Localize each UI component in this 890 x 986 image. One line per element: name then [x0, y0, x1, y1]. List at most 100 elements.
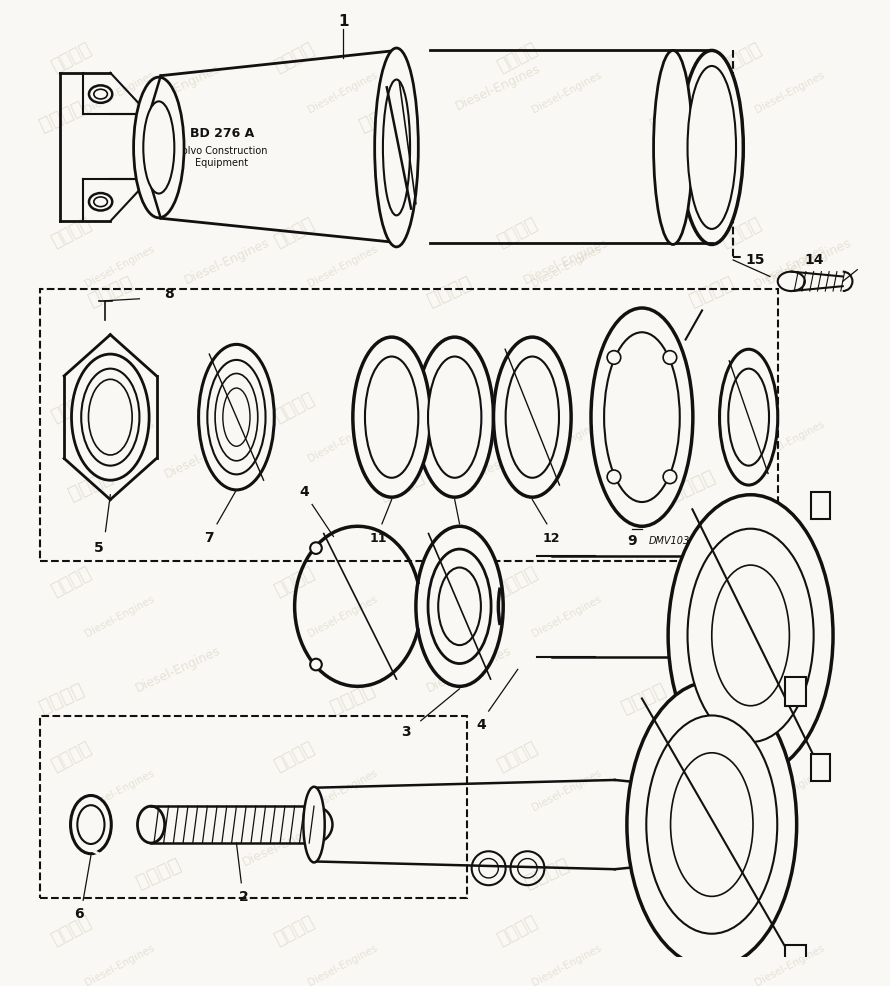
- Ellipse shape: [215, 374, 258, 460]
- Text: Diesel-Engines: Diesel-Engines: [530, 419, 603, 464]
- Ellipse shape: [646, 716, 777, 934]
- Text: Diesel-Engines: Diesel-Engines: [307, 943, 380, 986]
- Text: 紫发动力: 紫发动力: [686, 272, 737, 310]
- Text: 紫发动力: 紫发动力: [717, 739, 765, 775]
- Ellipse shape: [89, 193, 112, 211]
- Text: 紫发动力: 紫发动力: [668, 466, 717, 504]
- Bar: [40, 289, 778, 561]
- Ellipse shape: [607, 351, 620, 364]
- Text: Diesel-Engines: Diesel-Engines: [753, 70, 826, 114]
- Text: 紫发动力: 紫发动力: [271, 564, 318, 600]
- Ellipse shape: [494, 337, 571, 497]
- Bar: [785, 945, 805, 974]
- Text: Diesel-Engines: Diesel-Engines: [753, 943, 826, 986]
- Text: Diesel-Engines: Diesel-Engines: [530, 768, 603, 813]
- Text: 15: 15: [746, 253, 765, 267]
- Text: 紫发动力: 紫发动力: [648, 98, 699, 135]
- Ellipse shape: [506, 357, 559, 478]
- Text: 紫发动力: 紫发动力: [357, 98, 408, 135]
- Text: 紫发动力: 紫发动力: [271, 40, 318, 76]
- Ellipse shape: [663, 470, 676, 483]
- Text: Diesel-Engines: Diesel-Engines: [84, 245, 157, 289]
- Ellipse shape: [88, 380, 132, 455]
- Text: 3: 3: [401, 726, 411, 740]
- Text: 紫发动力: 紫发动力: [522, 855, 572, 891]
- Text: 紫发动力: 紫发动力: [619, 680, 669, 717]
- Text: 紫发动力: 紫发动力: [48, 913, 94, 950]
- Ellipse shape: [207, 360, 265, 474]
- Text: Diesel-Engines: Diesel-Engines: [530, 70, 603, 114]
- Text: 11: 11: [369, 531, 387, 545]
- Text: 12: 12: [543, 531, 561, 545]
- Text: 10: 10: [454, 531, 471, 545]
- Ellipse shape: [778, 271, 805, 291]
- Text: BD 276 A: BD 276 A: [190, 127, 254, 140]
- Text: 13: 13: [740, 541, 760, 555]
- Text: Diesel-Engines: Diesel-Engines: [425, 644, 514, 695]
- Text: 紫发动力: 紫发动力: [48, 215, 94, 250]
- Text: Diesel-Engines: Diesel-Engines: [765, 237, 854, 287]
- Ellipse shape: [222, 388, 250, 447]
- Ellipse shape: [428, 357, 481, 478]
- Ellipse shape: [81, 369, 140, 465]
- Ellipse shape: [438, 568, 481, 645]
- Text: 紫发动力: 紫发动力: [425, 272, 475, 310]
- Ellipse shape: [198, 344, 274, 490]
- Text: 紫发动力: 紫发动力: [717, 913, 765, 950]
- Text: 紫发动力: 紫发动力: [48, 564, 94, 600]
- Text: 8: 8: [164, 287, 174, 301]
- Text: 紫发动力: 紫发动力: [376, 466, 426, 504]
- Ellipse shape: [428, 549, 491, 664]
- Text: Diesel-Engines: Diesel-Engines: [716, 644, 805, 695]
- Ellipse shape: [137, 807, 165, 843]
- Text: Diesel-Engines: Diesel-Engines: [240, 818, 329, 870]
- Text: 紫发动力: 紫发动力: [48, 739, 94, 775]
- Text: 紫发动力: 紫发动力: [495, 215, 541, 250]
- Ellipse shape: [365, 357, 418, 478]
- Ellipse shape: [416, 337, 494, 497]
- Bar: [40, 716, 467, 898]
- Text: 紫发动力: 紫发动力: [328, 680, 378, 717]
- Bar: [785, 677, 805, 706]
- Text: 4: 4: [476, 718, 486, 732]
- Text: 紫发动力: 紫发动力: [495, 389, 541, 426]
- Text: Diesel-Engines: Diesel-Engines: [628, 818, 717, 870]
- Text: Diesel-Engines: Diesel-Engines: [753, 768, 826, 813]
- Text: 5: 5: [93, 541, 103, 555]
- Text: Diesel-Engines: Diesel-Engines: [182, 237, 271, 287]
- Ellipse shape: [719, 349, 778, 485]
- Text: 紫发动力: 紫发动力: [85, 272, 135, 310]
- Text: Diesel-Engines: Diesel-Engines: [753, 594, 826, 639]
- Text: Diesel-Engines: Diesel-Engines: [307, 768, 380, 813]
- Text: Diesel-Engines: Diesel-Engines: [134, 62, 222, 112]
- Text: 紫发动力: 紫发动力: [271, 215, 318, 250]
- Text: Diesel-Engines: Diesel-Engines: [134, 644, 222, 695]
- Ellipse shape: [668, 495, 833, 776]
- Ellipse shape: [352, 337, 431, 497]
- Ellipse shape: [375, 48, 418, 246]
- Text: Diesel-Engines: Diesel-Engines: [753, 419, 826, 464]
- Ellipse shape: [604, 332, 680, 502]
- Text: 紫发动力: 紫发动力: [48, 389, 94, 426]
- Ellipse shape: [77, 806, 104, 844]
- Text: 紫发动力: 紫发动力: [66, 466, 117, 504]
- Ellipse shape: [70, 796, 111, 854]
- Text: Diesel-Engines: Diesel-Engines: [307, 594, 380, 639]
- Text: 紫发动力: 紫发动力: [271, 739, 318, 775]
- Ellipse shape: [591, 308, 692, 527]
- Ellipse shape: [627, 681, 797, 967]
- Text: Diesel-Engines: Diesel-Engines: [473, 431, 562, 481]
- Ellipse shape: [310, 542, 322, 554]
- Text: Diesel-Engines: Diesel-Engines: [530, 245, 603, 289]
- Text: DMV10355N-90: DMV10355N-90: [649, 536, 725, 546]
- Ellipse shape: [71, 354, 150, 480]
- Text: 紫发动力: 紫发动力: [717, 40, 765, 76]
- Text: 紫发动力: 紫发动力: [36, 680, 87, 717]
- Text: 14: 14: [804, 253, 823, 267]
- Bar: [811, 492, 830, 519]
- Text: Diesel-Engines: Diesel-Engines: [530, 943, 603, 986]
- Text: 6: 6: [75, 907, 84, 921]
- Ellipse shape: [143, 102, 174, 193]
- Text: Volvo Construction
Equipment: Volvo Construction Equipment: [176, 146, 268, 168]
- Ellipse shape: [93, 90, 108, 99]
